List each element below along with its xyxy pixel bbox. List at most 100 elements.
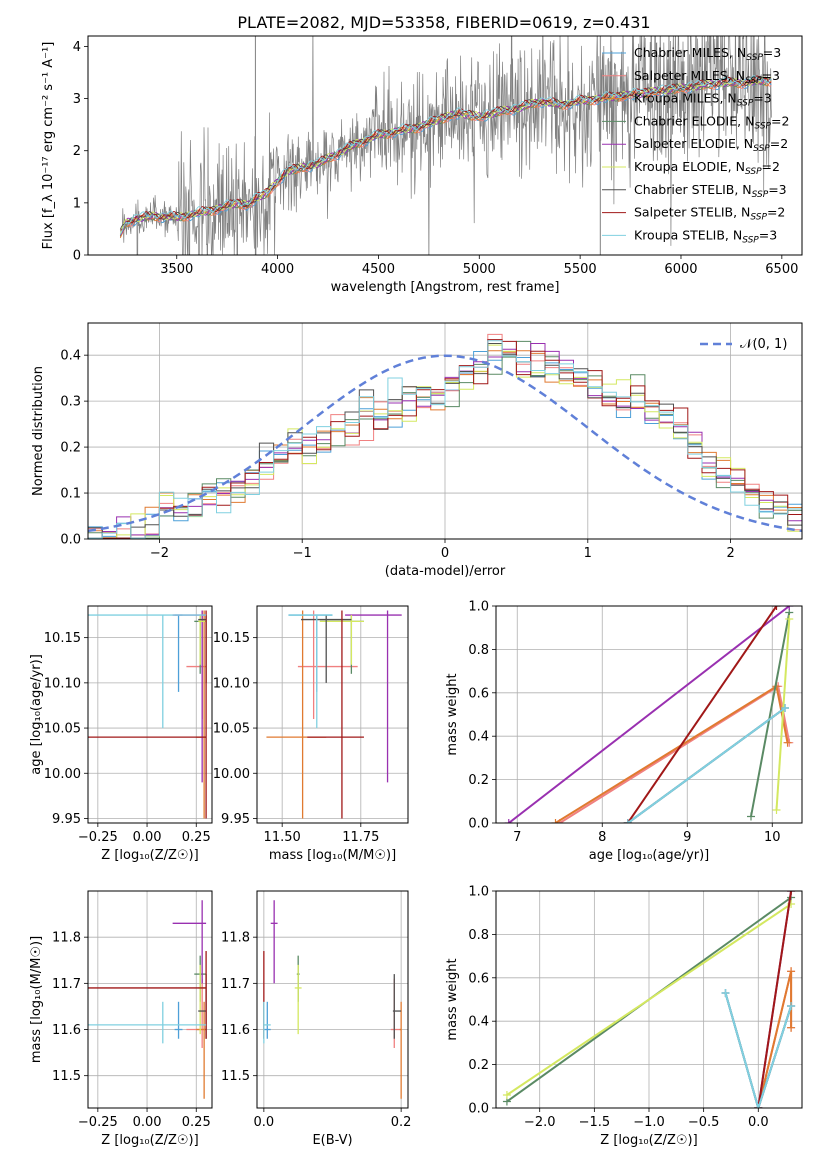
axes-frame: [495, 890, 803, 1109]
legend-value: =3: [762, 68, 780, 83]
y-tick-label: 10.00: [44, 767, 81, 782]
x-tick-label: 3500: [160, 262, 193, 277]
weight-line-6: [506, 903, 792, 1096]
weight-line-9: [627, 707, 786, 823]
weight-marker-8: [772, 606, 781, 610]
plot-area: [496, 606, 802, 823]
y-tick-label: 11.5: [221, 1069, 250, 1084]
legend-sub: SSP: [753, 144, 770, 154]
legend-value: =2: [767, 205, 785, 220]
y-tick-label: 11.7: [52, 977, 81, 992]
y-axis-label: Normed distribution: [31, 366, 46, 496]
x-tick-label: −2.0: [524, 1115, 556, 1130]
legend-sub: SSP: [750, 213, 767, 223]
y-tick-label: 0.0: [468, 1102, 489, 1117]
y-tick-label: 11.8: [221, 931, 250, 946]
y-tick-label: 3: [73, 92, 81, 107]
y-axis-label: age [log₁₀(age/yr)]: [29, 654, 44, 775]
x-tick-label: −2: [150, 546, 169, 561]
y-tick-label: 0.4: [60, 349, 81, 364]
x-tick-label: 0.0: [254, 1115, 275, 1130]
plot-area: [496, 891, 802, 1108]
y-axis-label: mass weight: [445, 673, 460, 755]
y-tick-label: 10.00: [213, 767, 250, 782]
y-tick-label: 11.6: [221, 1023, 250, 1038]
x-axis-label: wavelength [Angstrom, rest frame]: [331, 280, 560, 295]
y-tick-label: 0.0: [60, 533, 81, 548]
x-tick-label: 6500: [765, 262, 798, 277]
legend-value: =3: [763, 45, 781, 60]
x-tick-label: −1.0: [633, 1115, 665, 1130]
x-tick-label: 2: [726, 546, 734, 561]
axes-frame: [87, 322, 803, 540]
y-tick-label: 10.05: [44, 722, 81, 737]
x-tick-label: 0.25: [182, 1115, 211, 1130]
legend-sub: SSP: [737, 99, 754, 109]
axes-frame: [87, 605, 213, 824]
weight-marker-3: [783, 738, 792, 747]
y-tick-label: 0.8: [468, 928, 489, 943]
weight-marker-3: [787, 967, 796, 976]
y-axis-label: mass weight: [445, 958, 460, 1040]
y-axis-label: mass [log₁₀(M/M☉)]: [29, 936, 44, 1063]
y-tick-label: 4: [73, 40, 81, 55]
panel-age-vs-mass: 11.50 11.75 9.95 10.00 10.05 10.10 10.15 mass […: [213, 605, 409, 863]
y-tick-label: 10.10: [44, 676, 81, 691]
y-tick-label: 9.95: [221, 812, 250, 827]
x-tick-label: 5500: [564, 262, 597, 277]
x-tick-label: 11.50: [264, 830, 301, 845]
plot-area: [257, 891, 408, 1108]
y-tick-label: 11.6: [52, 1023, 81, 1038]
legend-sub: SSP: [745, 76, 762, 86]
weight-marker-6: [502, 1090, 511, 1099]
model-spectrum-6: [119, 76, 772, 235]
weight-marker-8: [787, 891, 796, 895]
y-tick-label: 0: [73, 249, 81, 264]
x-axis-label: Z [log₁₀(Z/Z☉)]: [600, 1133, 697, 1148]
y-tick-label: 0.2: [468, 773, 489, 788]
x-tick-label: 9: [683, 830, 691, 845]
y-tick-label: 0.4: [468, 730, 489, 745]
legend-entry: Salpeter ELODIE, NSSP=2: [634, 136, 788, 154]
legend-entry: Chabrier STELIB, NSSP=3: [634, 182, 787, 200]
x-axis-label: Z [log₁₀(Z/Z☉)]: [101, 848, 198, 863]
y-tick-label: 0.8: [468, 643, 489, 658]
y-tick-label: 11.7: [221, 977, 250, 992]
y-tick-label: 0.6: [468, 686, 489, 701]
residual-histogram-8: [88, 339, 802, 539]
weight-marker-5: [504, 819, 513, 823]
x-tick-label: 7: [513, 830, 521, 845]
model-spectrum-9: [119, 75, 772, 235]
weight-line-4: [750, 612, 791, 817]
y-tick-label: 0.2: [468, 1058, 489, 1073]
y-tick-label: 9.95: [52, 812, 81, 827]
panel-spectrum: 3500 4000 4500 5000 5500 6000 6500 0 1 2 3 4 wavelen…: [41, 35, 803, 295]
x-tick-label: 0: [441, 546, 449, 561]
weight-line-9: [724, 992, 793, 1108]
x-tick-label: −0.25: [78, 830, 118, 845]
x-tick-label: 10: [764, 830, 781, 845]
legend-entry: Salpeter STELIB, NSSP=2: [634, 205, 785, 223]
panel-weight-vs-age: 7 8 9 10 0.0 0.2 0.4 0.6 0.8 1.0 age [log₁₀(age/yr…: [445, 600, 803, 863]
weight-marker-9: [787, 1002, 796, 1011]
y-tick-label: 10.15: [213, 631, 250, 646]
panel-mass-vs-ebv: 0.0 0.2 11.5 11.6 11.7 11.8 E(B-V): [221, 890, 411, 1148]
y-tick-label: 0.2: [60, 441, 81, 456]
weight-marker-5: [785, 606, 794, 610]
y-tick-label: 2: [73, 144, 81, 159]
panel-mass-vs-z: −0.25 0.00 0.25 11.5 11.6 11.7 11.8 Z [log₁₀(Z/…: [29, 890, 213, 1148]
weight-line-5: [508, 606, 790, 823]
x-tick-label: 0.25: [182, 830, 211, 845]
spectrum-legend: Chabrier MILES, NSSP=3 Salpeter MILES, NS…: [602, 45, 789, 245]
weight-marker-6: [772, 805, 781, 814]
x-axis-label: age [log₁₀(age/yr)]: [589, 848, 710, 863]
x-tick-label: 11.75: [342, 830, 379, 845]
x-tick-label: 4000: [261, 262, 294, 277]
legend-value: =3: [768, 182, 786, 197]
legend-entry: Salpeter MILES, NSSP=3: [634, 68, 780, 86]
weight-marker-3: [551, 819, 560, 823]
residual-histogram-4: [88, 340, 802, 539]
legend-entry: Kroupa STELIB, NSSP=3: [634, 227, 777, 245]
panel-age-vs-z: −0.25 0.00 0.25 9.95 10.00 10.05 10.10 10.15 Z […: [29, 605, 213, 863]
